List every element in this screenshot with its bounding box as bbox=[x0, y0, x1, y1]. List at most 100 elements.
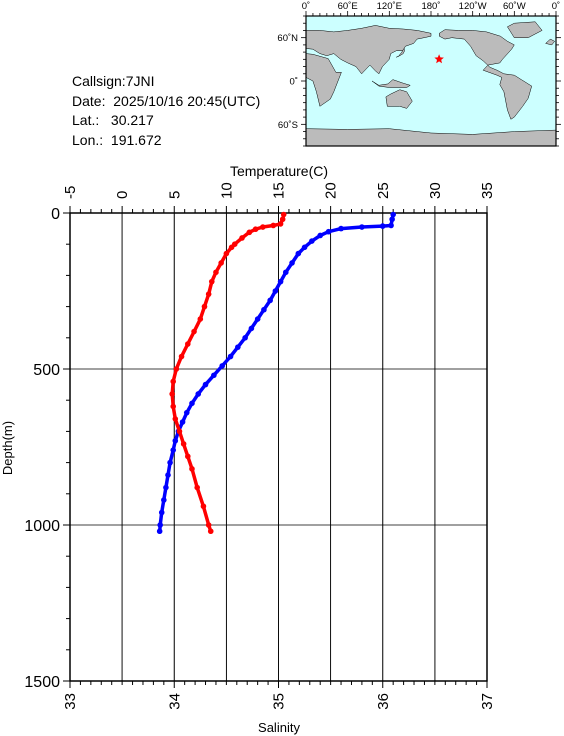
salinity-tick-label: 35 bbox=[271, 693, 288, 710]
salinity-point bbox=[280, 211, 287, 218]
callsign-text: Callsign:7JNI bbox=[72, 73, 155, 89]
map-longitude-label: 180˚ bbox=[421, 1, 440, 12]
temperature-point bbox=[235, 344, 241, 350]
salinity-line bbox=[170, 212, 286, 533]
salinity-point bbox=[172, 416, 179, 422]
date-text: Date: 2025/10/16 20:45(UTC) bbox=[72, 92, 261, 109]
latitude-text: Lat.: 30.217 bbox=[72, 112, 154, 128]
salinity-point bbox=[218, 260, 224, 266]
salinity-point bbox=[189, 466, 195, 472]
salinity-point bbox=[208, 278, 215, 285]
temperature-tick-label: -5 bbox=[62, 186, 79, 199]
salinity-point bbox=[185, 453, 191, 460]
temperature-point bbox=[309, 238, 315, 244]
salinity-tick-label: 37 bbox=[479, 693, 496, 710]
salinity-point bbox=[228, 244, 235, 251]
temperature-point bbox=[242, 335, 248, 341]
salinity-point bbox=[185, 341, 191, 347]
salinity-point bbox=[201, 303, 208, 310]
temperature-series bbox=[156, 211, 396, 535]
map-longitude-label: 60˚E bbox=[338, 1, 358, 12]
salinity-point bbox=[205, 291, 212, 297]
temperature-point bbox=[338, 225, 344, 232]
depth-tick-label: 500 bbox=[33, 362, 60, 379]
salinity-point bbox=[279, 216, 286, 223]
temperature-tick-label: 0 bbox=[114, 191, 131, 199]
temperature-point bbox=[219, 363, 226, 369]
temperature-point bbox=[388, 222, 394, 229]
temperature-tick-label: 5 bbox=[166, 191, 183, 199]
temperature-axis-label: Temperature(C) bbox=[230, 163, 328, 179]
temperature-tick-label: 20 bbox=[323, 182, 340, 199]
map-latitude-label: 60˚N bbox=[277, 33, 298, 44]
salinity-point bbox=[191, 328, 197, 335]
salinity-point bbox=[213, 269, 219, 276]
map-landmass bbox=[305, 53, 342, 107]
map-landmass bbox=[305, 25, 432, 75]
salinity-tick-label: 34 bbox=[166, 693, 183, 710]
station-star bbox=[434, 54, 444, 64]
salinity-tick-label: 36 bbox=[375, 693, 392, 710]
temperature-point bbox=[277, 278, 284, 285]
temperature-point bbox=[389, 216, 395, 223]
temperature-point bbox=[158, 509, 165, 516]
temperature-point bbox=[163, 484, 169, 491]
station-info: Callsign:7JNI Date: 2025/10/16 20:45(UTC… bbox=[72, 72, 260, 150]
salinity-point bbox=[260, 224, 266, 230]
salinity-point bbox=[169, 391, 175, 397]
salinity-axis: 33 34 35 36 37 bbox=[62, 681, 496, 710]
temperature-point bbox=[272, 288, 279, 294]
temperature-point bbox=[179, 419, 186, 425]
salinity-point bbox=[207, 528, 214, 535]
depth-tick-label: 0 bbox=[51, 206, 60, 223]
map-latitude-label: 60˚S bbox=[278, 120, 298, 131]
temperature-point bbox=[165, 472, 171, 478]
salinity-point bbox=[197, 316, 204, 322]
temperature-point bbox=[202, 381, 209, 388]
temperature-point bbox=[161, 497, 167, 503]
temperature-point bbox=[248, 325, 255, 332]
temperature-point bbox=[325, 228, 332, 235]
temperature-point bbox=[317, 232, 324, 239]
location-map: 0˚ 60˚E 120˚E 180˚ 120˚W 60˚W 0˚ 60˚N 0˚ 60˚S bbox=[277, 1, 561, 147]
temperature-point bbox=[211, 372, 217, 379]
map-longitude-label: 120˚E bbox=[377, 1, 402, 12]
salinity-point bbox=[277, 221, 284, 227]
temperature-tick-label: 10 bbox=[218, 182, 235, 199]
map-landmass bbox=[371, 79, 411, 88]
salinity-series bbox=[169, 211, 287, 535]
temperature-point bbox=[170, 447, 177, 453]
depth-tick-label: 1500 bbox=[24, 674, 60, 691]
temperature-point bbox=[227, 353, 234, 360]
temperature-point bbox=[167, 459, 173, 466]
map-longitude-label: 120˚W bbox=[459, 1, 487, 12]
salinity-point bbox=[205, 522, 212, 528]
temperature-point bbox=[359, 224, 365, 230]
salinity-point bbox=[170, 403, 177, 410]
temperature-tick-label: 15 bbox=[271, 182, 288, 199]
temperature-point bbox=[156, 528, 163, 535]
map-latitude-labels: 60˚N 0˚ 60˚S bbox=[277, 33, 298, 131]
salinity-point bbox=[246, 229, 253, 236]
station-marker-icon bbox=[434, 54, 444, 64]
temperature-point bbox=[183, 409, 190, 416]
salinity-point bbox=[170, 378, 177, 385]
map-land bbox=[305, 21, 557, 147]
salinity-point bbox=[223, 250, 230, 257]
map-longitude-label: 0˚ bbox=[302, 1, 310, 12]
temperature-point bbox=[379, 223, 386, 229]
temperature-point bbox=[295, 250, 302, 257]
salinity-point bbox=[173, 366, 180, 372]
temperature-point bbox=[282, 269, 289, 276]
map-landmass bbox=[507, 21, 543, 38]
map-frame bbox=[301, 11, 561, 147]
temperature-point bbox=[189, 400, 195, 407]
map-latitude-label: 0˚ bbox=[290, 77, 298, 88]
longitude-text: Lon.: 191.672 bbox=[72, 131, 162, 148]
map-longitude-label: 60˚W bbox=[503, 1, 526, 12]
temperature-point bbox=[172, 437, 179, 444]
map-longitude-label: 0˚ bbox=[552, 1, 560, 12]
depth-axis: 0 500 1000 1500 bbox=[24, 206, 70, 691]
salinity-point bbox=[194, 484, 200, 491]
